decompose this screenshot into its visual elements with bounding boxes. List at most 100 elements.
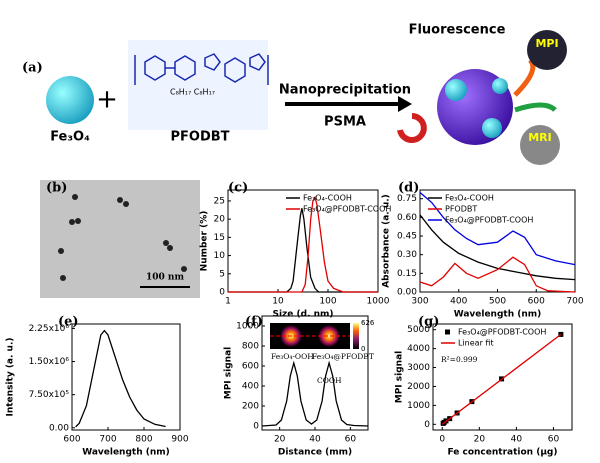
annotation: COOH: [317, 376, 342, 385]
colorbar-label: 626: [361, 319, 375, 327]
panel-label: (a): [22, 61, 43, 76]
tem-image: 100 nm: [40, 180, 200, 298]
mpi-label: MPI: [535, 37, 558, 50]
plot-frame: [71, 323, 181, 431]
y-axis-label: MPI signal: [224, 347, 234, 399]
legend-label: Fe₃O₄@PFODBT-COOH: [303, 205, 391, 214]
particles: [58, 194, 187, 281]
y-axis-label: Number (%): [200, 211, 210, 272]
y-tick-label: 800: [242, 342, 259, 352]
panel-label: (f): [245, 315, 263, 330]
x-tick-label: 1000: [367, 297, 390, 307]
side-chains: C₈H₁₇ C₈H₁₇: [170, 88, 215, 97]
panel-label: (e): [58, 315, 79, 330]
y-tick-label: 7.50x10⁵: [29, 390, 70, 400]
emission: [513, 58, 536, 97]
y-tick-label: 0.15: [397, 269, 417, 279]
series-line: [419, 192, 576, 266]
x-tick-label: 800: [135, 435, 152, 445]
legend-label: Fe₃O₄@PFODBT-COOH: [458, 328, 546, 337]
y-tick-label: 0.30: [397, 250, 417, 260]
structure-box: [128, 40, 268, 130]
legend-label: Fe₃O₄@PFODBT-COOH: [445, 216, 533, 225]
y-tick-label: 20: [214, 215, 226, 225]
series-line: [228, 195, 378, 293]
y-tick-label: 1.50x10⁶: [29, 357, 70, 367]
y-tick-label: 400: [242, 382, 259, 392]
x-tick-label: 20: [474, 435, 486, 445]
x-tick-label: 400: [450, 297, 467, 307]
y-tick-label: 0.45: [397, 232, 417, 242]
x-axis-label: Distance (mm): [278, 448, 352, 458]
y-axis-label: Absorbance (a. u.): [382, 194, 392, 288]
panel-label: (d): [398, 181, 419, 196]
y-tick-label: 2000: [407, 382, 430, 392]
core: [482, 118, 502, 138]
y-tick-label: 2.25x10⁶: [29, 324, 70, 334]
arrow: [285, 96, 412, 112]
panel-label: (g): [418, 315, 439, 330]
y-tick-label: 0.60: [397, 213, 417, 223]
y-tick-label: 0: [424, 420, 430, 430]
y-tick-label: 0.75: [397, 194, 417, 204]
legend-swatch: [445, 329, 450, 335]
series-line: [419, 256, 576, 293]
series-line: [441, 333, 562, 425]
y-tick-label: 25: [214, 196, 225, 206]
y-tick-label: 15: [214, 233, 225, 243]
x-tick-label: 700: [99, 435, 116, 445]
plot-frame: [432, 323, 573, 431]
y-tick-label: 600: [242, 362, 259, 372]
x-tick-label: 300: [411, 297, 428, 307]
y-tick-label: 0: [219, 288, 225, 298]
x-tick-label: 60: [548, 435, 560, 445]
legend-label: Fe₃O₄-COOH: [445, 194, 494, 203]
y-tick-label: 0.00: [397, 288, 417, 298]
annotation: Fe₃O₄-OOH: [271, 352, 314, 361]
x-tick-label: 1: [225, 297, 231, 307]
fluorescence-label: Fluorescence: [409, 23, 506, 38]
series-line: [228, 208, 378, 293]
x-tick-label: 40: [511, 435, 523, 445]
fe3o4-label: Fe₃O₄: [50, 130, 90, 145]
mpi-icon: [527, 30, 567, 70]
series-line: [419, 214, 576, 281]
panel-label: (b): [46, 181, 67, 196]
y-tick-label: 0.00: [49, 423, 69, 433]
magnet: [397, 113, 427, 143]
mpi-inset: [270, 323, 359, 349]
nanoparticle: [46, 76, 94, 124]
plot-frame: [227, 189, 379, 293]
scale-label: 100 nm: [146, 273, 184, 283]
y-tick-label: 4000: [407, 344, 430, 354]
y-tick-label: 10: [214, 251, 226, 261]
legend-label: PFODBT: [445, 205, 477, 214]
hot-spot: [318, 325, 340, 347]
x-axis-label: Wavelength (nm): [454, 310, 542, 320]
step-label: PSMA: [324, 115, 366, 130]
mri-label: MRI: [528, 131, 552, 144]
structure: [134, 53, 269, 85]
legend-label: Linear fit: [458, 339, 494, 348]
x-tick-label: 100: [319, 297, 336, 307]
x-tick-label: 900: [171, 435, 188, 445]
x-axis-label: Fe concentration (μg): [447, 448, 557, 458]
x-tick-label: 60: [345, 435, 357, 445]
step-label: Nanoprecipitation: [279, 83, 411, 98]
x-tick-label: 10: [272, 297, 284, 307]
y-tick-label: 5000: [407, 325, 430, 335]
annotation: Fe₃O₄@PFODBT: [312, 352, 374, 361]
y-tick-label: 1000: [236, 322, 259, 332]
annotation: R²=0.999: [441, 355, 478, 364]
x-tick-label: 500: [489, 297, 506, 307]
plus: +: [96, 85, 118, 115]
y-tick-label: 5: [219, 269, 225, 279]
x-tick-label: 40: [309, 435, 321, 445]
mri-icon: [520, 125, 560, 165]
series-line: [261, 360, 369, 427]
x-axis-label: Wavelength (nm): [82, 448, 170, 458]
x-tick-label: 700: [566, 297, 583, 307]
polymer-label: PFODBT: [170, 130, 229, 145]
scheme: + C₈H₁₇ C₈H₁₇ Fe₃O₄ PFODBT Nanoprecipita…: [46, 23, 567, 165]
